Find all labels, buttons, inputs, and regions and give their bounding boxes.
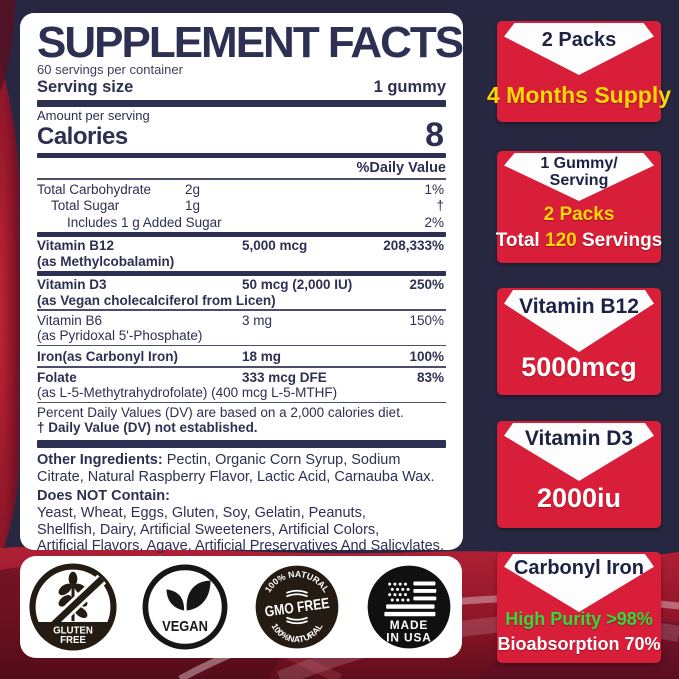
ribbon-value: 4 Months Supply [487, 82, 671, 108]
nutrient-amount: 5,000 mcg [242, 238, 308, 253]
other-ingredients: Other Ingredients: Pectin, Organic Corn … [37, 452, 446, 486]
made-in-usa-label: MADE [390, 618, 428, 632]
ribbon-2-packs: 2 Packs 4 Months Supply [487, 21, 671, 122]
divider-thin [37, 178, 446, 180]
nutrient-amount: 1g [185, 198, 201, 213]
nutrient-name: Iron(as Carbonyl Iron) [37, 349, 179, 364]
ribbon-title: Carbonyl Iron [513, 557, 644, 579]
nutrient-row-added-sugar: Includes 1 g Added Sugar 2% [37, 215, 446, 231]
nutrient-row-carb: Total Carbohydrate 2g 1% [37, 182, 446, 198]
ribbon-vitamin-d3: Vitamin D3 2000iu [497, 421, 661, 528]
ribbon-total-servings: Total 120 Servings [487, 230, 671, 252]
nutrient-name: Folate [37, 369, 77, 385]
serving-size-label: Serving size [37, 78, 134, 96]
ribbon-value: 5000mcg [521, 352, 637, 382]
made-in-usa-icon: MADE IN USA [367, 565, 451, 649]
divider-medium [37, 232, 446, 237]
nutrient-name: Includes 1 g Added Sugar [67, 214, 222, 230]
divider-thin [37, 401, 446, 403]
ribbon-value: 2000iu [536, 483, 622, 513]
other-ingredients-text: Pectin, Organic Corn Syrup, Sodium Citra… [37, 452, 435, 485]
does-not-contain-line: Yeast, Wheat, Eggs, Gluten, Soy, Gelatin… [37, 505, 366, 521]
total-number: 120 [545, 230, 577, 251]
calories-label: Calories [37, 123, 128, 150]
divider-thin [37, 366, 446, 368]
ribbon-title-line: 1 Gummy/ [540, 155, 618, 172]
gmo-free-icon: 100% NATURAL GMO FREE 100%NATURAL [255, 565, 339, 649]
nutrient-amount: 50 mcg (2,000 IU) [242, 277, 353, 292]
ribbon-servings: 1 Gummy/ Serving 2 Packs Total 120 Servi… [496, 151, 662, 263]
ribbon-bioabsorption: Bioabsorption 70% [497, 634, 661, 654]
nutrient-name: Vitamin B12 [37, 238, 115, 253]
servings-per-container: 60 servings per container [37, 62, 183, 77]
divider-thick [37, 440, 446, 448]
nutrient-dv: 208,333% [383, 238, 444, 253]
nutrient-dv: 2% [424, 214, 444, 230]
vegan-icon: VEGAN [142, 564, 228, 650]
nutrient-row-sugar: Total Sugar 1g † [37, 198, 446, 214]
ribbon-purity: High Purity >98% [505, 609, 653, 629]
calories-value: 8 [425, 116, 444, 154]
does-not-contain-line: Shellfish, Dairy, Artificial Sweeteners,… [37, 521, 380, 538]
other-ingredients-label: Other Ingredients: [37, 452, 163, 468]
nutrient-name: Vitamin B6 [37, 312, 103, 328]
nutrient-dv: 100% [409, 349, 444, 364]
nutrient-dv: 83% [416, 369, 444, 385]
nutrient-amount: 18 mg [242, 349, 282, 364]
nutrient-row-b12: Vitamin B12 5,000 mcg 208,333% (as Methy… [37, 238, 446, 269]
nutrient-row-iron: Iron(as Carbonyl Iron) 18 mg 100% [37, 348, 446, 365]
certification-strip: GLUTEN FREE VEGAN 100% NATURAL [20, 556, 462, 658]
divider-thin [37, 344, 446, 346]
ribbon-title: Vitamin D3 [524, 427, 634, 450]
panel-title: SUPPLEMENT FACTS [37, 18, 464, 67]
nutrient-dv: † [436, 198, 444, 213]
nutrient-row-d3: Vitamin D3 50 mcg (2,000 IU) 250% (as Ve… [37, 277, 446, 308]
ribbon-mid-text: 2 Packs [543, 204, 615, 225]
flag-stars [388, 582, 410, 602]
nutrient-name: Total Sugar [51, 198, 120, 213]
amount-per-serving-label: Amount per serving [37, 108, 150, 123]
nutrient-name: Total Carbohydrate [37, 181, 152, 197]
made-in-usa-label: IN USA [386, 630, 432, 644]
gluten-free-icon: GLUTEN FREE [29, 563, 117, 651]
nutrient-subname: (as Methylcobalamin) [37, 253, 175, 269]
divider-medium [37, 153, 446, 158]
ribbon-title: 2 Packs [541, 29, 617, 51]
ribbon-title-line: Serving [549, 172, 609, 189]
divider-thick [37, 100, 446, 107]
dv-footnote: Percent Daily Values (DV) are based on a… [37, 405, 404, 420]
ribbon-title: Vitamin B12 [519, 295, 639, 318]
nutrient-amount: 2g [185, 181, 201, 197]
nutrient-dv: 1% [424, 181, 444, 197]
daily-value-header: %Daily Value [356, 160, 446, 176]
nutrient-subname: (as Pyridoxal 5'-Phosphate) [37, 328, 203, 343]
nutrient-dv: 150% [409, 312, 444, 328]
gluten-free-label: FREE [60, 635, 86, 646]
does-not-contain-label: Does NOT Contain: [37, 488, 170, 504]
total-prefix: Total [495, 230, 545, 251]
nutrient-subname: (as Vegan cholecalciferol from Licen) [37, 292, 276, 308]
nutrient-name: Vitamin D3 [37, 277, 107, 292]
dv-footnote-dagger: † Daily Value (DV) not established. [37, 420, 258, 435]
nutrient-subname: (as L-5-Methytrahydrofolate) (400 mcg L-… [37, 385, 338, 400]
nutrient-row-b6: Vitamin B6 3 mg 150% (as Pyridoxal 5'-Ph… [37, 313, 446, 344]
nutrient-dv: 250% [409, 277, 444, 292]
total-suffix: Servings [576, 230, 663, 251]
does-not-contain-line: Artificial Flavors, Agave, Artificial Pr… [37, 538, 444, 554]
gluten-free-label: GLUTEN [53, 625, 93, 636]
divider-medium [37, 271, 446, 276]
nutrient-amount: 3 mg [242, 312, 273, 328]
ribbon-carbonyl-iron: Carbonyl Iron High Purity >98% Bioabsorp… [497, 552, 661, 663]
ribbon-title: 1 Gummy/ Serving [487, 155, 671, 189]
nutrient-amount: 333 mcg DFE [242, 369, 327, 385]
vegan-label: VEGAN [162, 618, 208, 635]
divider-thin [37, 309, 446, 311]
nutrient-row-folate: Folate 333 mcg DFE 83% (as L-5-Methytrah… [37, 370, 446, 401]
serving-size-value: 1 gummy [373, 78, 446, 96]
ribbon-vitamin-b12: Vitamin B12 5000mcg [497, 288, 661, 395]
supplement-facts-panel: SUPPLEMENT FACTS 60 servings per contain… [20, 13, 464, 554]
